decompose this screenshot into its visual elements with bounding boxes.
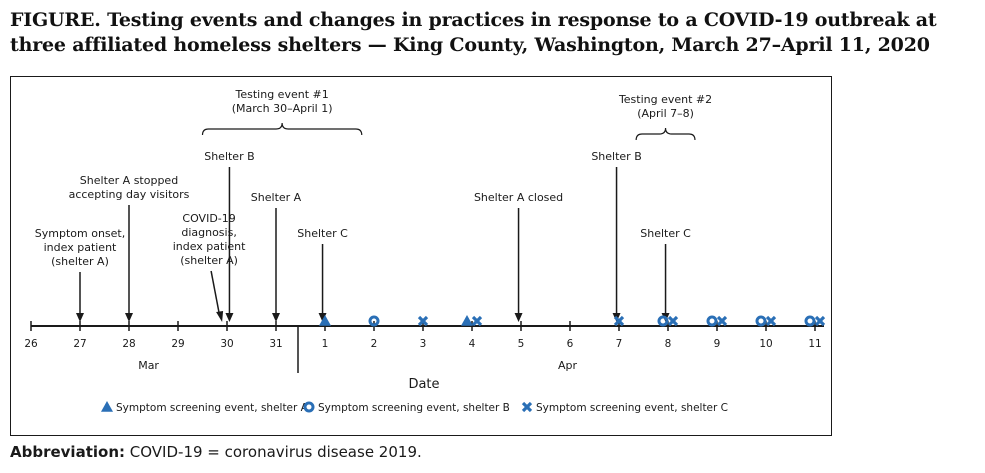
marker-shelter-a xyxy=(461,315,473,326)
month-label: Mar xyxy=(138,359,159,372)
annotation-text: Shelter B xyxy=(204,150,254,163)
marker-shelter-b xyxy=(303,401,315,413)
marker-shelter-c-stroke xyxy=(613,315,625,327)
tick-label: 6 xyxy=(567,338,574,350)
annotation-arrowhead xyxy=(216,311,224,322)
annotation-text: diagnosis, xyxy=(181,226,236,239)
annotation-text: Shelter A closed xyxy=(474,191,563,204)
marker-shelter-c xyxy=(765,315,777,327)
annotation-text: index patient xyxy=(173,240,246,253)
marker-shelter-c xyxy=(667,315,679,327)
annotation-text: Symptom onset, xyxy=(35,227,125,240)
annotation-text: Shelter A stopped xyxy=(80,174,178,187)
tick-label: 10 xyxy=(759,338,772,350)
chart-frame: 26 27 28 29 30 31 1 2 3 4 5 6 7 8 9 10 11 Mar Apr Date Te… xyxy=(10,76,832,436)
annotation-arrowhead xyxy=(318,313,327,322)
marker-shelter-c xyxy=(471,315,483,327)
annotation-arrowhead xyxy=(225,313,234,322)
month-label: Apr xyxy=(558,359,578,372)
testing-event-name: Testing event #1 xyxy=(235,88,329,101)
tick-label: 30 xyxy=(220,338,233,350)
tick-label: 7 xyxy=(616,338,623,350)
tick-label: 2 xyxy=(371,338,378,350)
footnote: Abbreviation: COVID-19 = coronavirus dis… xyxy=(10,443,422,461)
marker-shelter-c-stroke xyxy=(814,315,826,327)
marker-shelter-c-stroke xyxy=(667,315,679,327)
footnote-label: Abbreviation: xyxy=(10,443,125,461)
marker-shelter-c xyxy=(613,315,625,327)
tick-label: 27 xyxy=(73,338,86,350)
testing-event-brace xyxy=(201,122,363,136)
testing-event-brace xyxy=(635,127,696,141)
annotation-text: Shelter B xyxy=(591,150,641,163)
tick-label: 28 xyxy=(122,338,135,350)
marker-shelter-b xyxy=(804,315,816,327)
annotation-arrowhead xyxy=(76,313,84,322)
annotation-text: Shelter C xyxy=(640,227,691,240)
annotation-text: (shelter A) xyxy=(51,255,109,268)
testing-event-dates: (April 7–8) xyxy=(637,107,694,120)
tick-label: 31 xyxy=(269,338,282,350)
annotation-text: Shelter A xyxy=(251,191,302,204)
marker-shelter-c xyxy=(716,315,728,327)
annotation-text: index patient xyxy=(44,241,117,254)
marker-shelter-c xyxy=(814,315,826,327)
marker-shelter-c xyxy=(521,401,533,413)
footnote-text: COVID-19 = coronavirus disease 2019. xyxy=(129,443,422,461)
annotation-text: COVID-19 xyxy=(182,212,235,225)
tick-label: 11 xyxy=(808,338,821,350)
timeline-chart: 26 27 28 29 30 31 1 2 3 4 5 6 7 8 9 10 11 Mar Apr Date Te… xyxy=(24,88,826,414)
marker-shelter-c-stroke xyxy=(716,315,728,327)
x-axis-label: Date xyxy=(408,377,439,392)
marker-shelter-a xyxy=(101,401,113,412)
annotation-text: Shelter C xyxy=(297,227,348,240)
marker-shelter-c-stroke xyxy=(471,315,483,327)
marker-shelter-a xyxy=(319,315,331,326)
marker-shelter-c xyxy=(417,315,429,327)
marker-shelter-c-stroke xyxy=(521,401,533,413)
annotation-arrow xyxy=(210,270,220,314)
annotation-arrowhead xyxy=(272,313,280,322)
tick-label: 8 xyxy=(665,338,672,350)
tick-label: 1 xyxy=(322,338,329,350)
annotation-text: (shelter A) xyxy=(180,254,238,267)
annotation-text: accepting day visitors xyxy=(69,188,190,201)
marker-shelter-b xyxy=(368,315,380,327)
legend-label: Symptom screening event, shelter C xyxy=(536,402,728,414)
tick-label: 3 xyxy=(420,338,427,350)
tick-label: 29 xyxy=(171,338,184,350)
annotation-arrowhead xyxy=(514,313,523,322)
tick-label: 5 xyxy=(518,338,525,350)
tick-label: 9 xyxy=(714,338,721,350)
tick-label: 4 xyxy=(469,338,476,350)
legend-label: Symptom screening event, shelter A xyxy=(116,402,309,414)
marker-shelter-b xyxy=(657,315,669,327)
testing-event-name: Testing event #2 xyxy=(618,93,712,106)
legend-label: Symptom screening event, shelter B xyxy=(318,402,510,414)
marker-shelter-b xyxy=(706,315,718,327)
testing-event-dates: (March 30–April 1) xyxy=(232,102,333,115)
annotation-arrowhead xyxy=(125,313,133,322)
marker-shelter-c-stroke xyxy=(417,315,429,327)
marker-shelter-c-stroke xyxy=(765,315,777,327)
figure-title: FIGURE. Testing events and changes in pr… xyxy=(10,9,937,56)
tick-label: 26 xyxy=(24,338,38,350)
marker-shelter-b xyxy=(755,315,767,327)
